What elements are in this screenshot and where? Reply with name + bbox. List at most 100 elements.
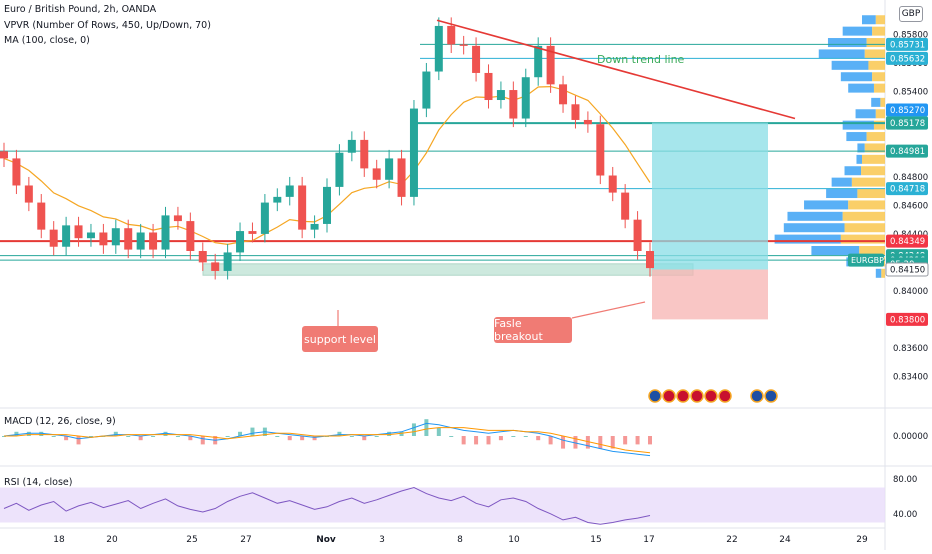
vpvr-row-down <box>861 166 885 176</box>
vpvr-row-up <box>855 109 876 119</box>
candle-body <box>285 185 294 197</box>
vpvr-row-down <box>868 60 885 70</box>
candle-body <box>496 90 505 101</box>
macd-hist-bar <box>113 431 118 436</box>
candle-body <box>298 185 307 230</box>
price-tag <box>886 182 928 196</box>
vpvr-row-down <box>875 15 885 25</box>
macd-hist-bar <box>88 436 93 437</box>
vpvr-row-down <box>880 97 885 107</box>
vpvr-row-down <box>872 72 885 82</box>
price-tick-label: 0.85800 <box>893 30 928 40</box>
macd-hist-bar <box>598 436 603 449</box>
price-tag-label: 0.84718 <box>890 185 925 195</box>
time-tick-label: 3 <box>379 535 385 545</box>
macd-hist-bar <box>474 436 479 445</box>
candle-body <box>74 225 83 239</box>
price-tag <box>886 144 928 158</box>
vpvr-row-down <box>864 143 885 153</box>
candle-body <box>534 45 543 78</box>
vpvr-row-down <box>844 223 885 233</box>
candle-body <box>173 215 182 222</box>
macd-hist-bar <box>648 436 652 445</box>
vpvr-row-up <box>871 97 881 107</box>
candle-body <box>323 186 331 224</box>
vpvr-row-up <box>811 246 860 256</box>
macd-hist-bar <box>610 436 615 449</box>
currency-badge[interactable]: GBP <box>899 6 923 22</box>
macd-hist-bar <box>126 436 131 437</box>
macd-hist-bar <box>275 436 280 437</box>
macd-legend[interactable]: MACD (12, 26, close, 9) <box>4 416 116 427</box>
candle-body <box>149 232 158 250</box>
candle-body <box>546 45 555 85</box>
candle-body <box>136 232 145 250</box>
macd-hist-bar <box>635 436 640 445</box>
price-tick-label: 0.83600 <box>893 344 928 354</box>
vpvr-legend[interactable]: VPVR (Number Of Rows, 450, Up/Down, 70) <box>4 20 211 31</box>
macd-hist-bar <box>64 436 69 441</box>
candle-body <box>161 215 170 250</box>
vpvr-row-down <box>866 132 885 142</box>
candle-body <box>198 251 207 263</box>
candle-body <box>559 84 568 105</box>
candle-body <box>186 221 195 252</box>
vpvr-row-up <box>783 223 845 233</box>
macd-hist-bar <box>287 436 292 441</box>
macd-hist-bar <box>51 436 56 437</box>
ma-legend[interactable]: MA (100, close, 0) <box>4 35 90 46</box>
macd-hist-bar <box>349 436 354 437</box>
price-tag-label: 0.84150 <box>890 266 925 276</box>
candle-body <box>111 228 120 246</box>
macd-hist-bar <box>436 427 441 436</box>
rsi-legend[interactable]: RSI (14, close) <box>4 477 73 488</box>
vpvr-row-up <box>831 60 869 70</box>
time-tick-label: 15 <box>590 535 601 545</box>
macd-hist-bar <box>523 436 528 437</box>
macd-hist-bar <box>387 431 392 436</box>
price-tick-label: 0.84800 <box>893 173 928 183</box>
vpvr-row-down <box>866 38 885 48</box>
price-tick-label: 0.83400 <box>893 372 928 382</box>
down-trend-label[interactable]: Down trend line <box>597 53 685 66</box>
candle-body <box>310 223 319 230</box>
symbol-tag-label: EURGBP <box>851 256 884 265</box>
down-trend-line <box>436 19 796 120</box>
time-tick-label: 24 <box>779 535 791 545</box>
macd-hist-bar <box>399 431 404 436</box>
event-marker <box>676 389 690 403</box>
vpvr-row-up <box>875 268 882 278</box>
time-tick-label: 27 <box>240 535 251 545</box>
vpvr-row-up <box>848 83 874 93</box>
candle-body <box>211 262 220 271</box>
macd-hist-bar <box>188 436 193 441</box>
vpvr-row-down <box>859 246 885 256</box>
rsi-line <box>3 486 651 525</box>
candle-body <box>472 45 481 73</box>
price-tag-label: 0.85270 <box>890 106 925 116</box>
price-tick-label: 0.84000 <box>893 287 928 297</box>
macd-hist-bar <box>585 436 590 449</box>
candle-body <box>621 192 630 220</box>
vpvr-row-down <box>873 83 885 93</box>
price-tag <box>886 116 928 130</box>
candle-body <box>223 252 232 271</box>
vpvr-row-down <box>875 109 885 119</box>
time-tick-label: 18 <box>53 535 65 545</box>
event-marker <box>764 389 778 403</box>
macd-hist-bar <box>337 431 342 436</box>
macd-hist-bar <box>411 423 416 436</box>
event-marker <box>704 389 718 403</box>
time-tick-label: 22 <box>726 535 737 545</box>
price-tag-label: 0.85632 <box>890 54 925 64</box>
vpvr-row-up <box>831 177 852 187</box>
event-marker <box>648 389 662 403</box>
symbol-legend[interactable]: Euro / British Pound, 2h, OANDA <box>4 4 157 15</box>
vpvr-row-up <box>774 234 841 244</box>
price-tag <box>886 51 928 65</box>
support-level-callout[interactable]: support level <box>302 326 378 352</box>
macd-hist-bar <box>76 436 81 445</box>
price-tag <box>886 234 928 248</box>
false-breakout-callout[interactable]: Fasle breakout <box>494 317 572 343</box>
